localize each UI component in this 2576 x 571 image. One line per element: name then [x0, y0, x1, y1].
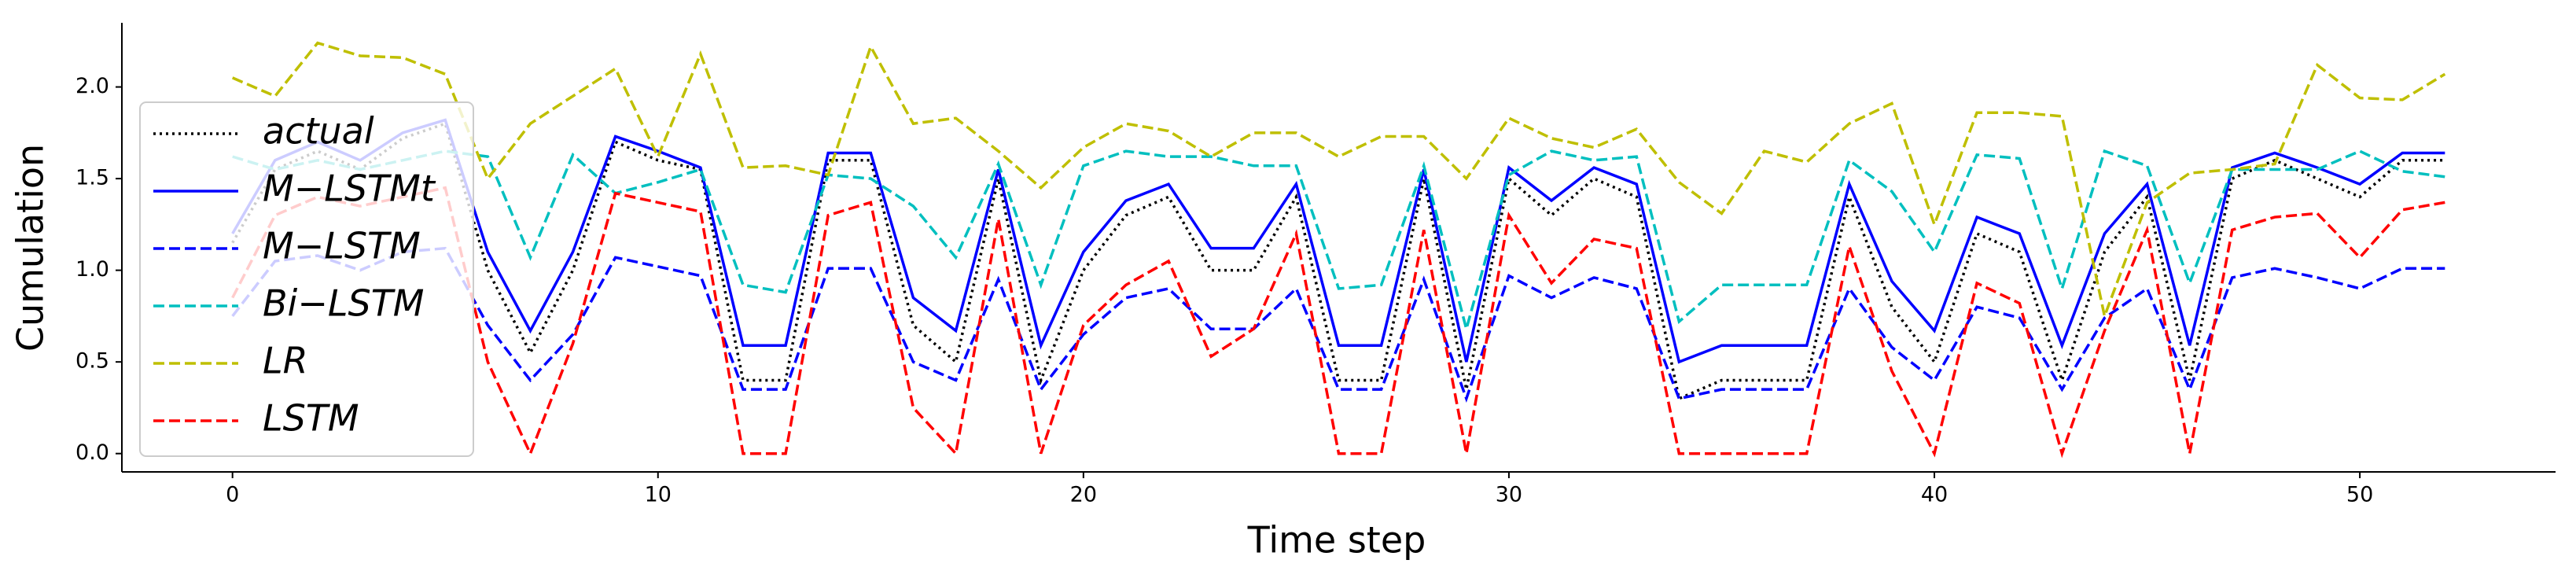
series-line	[231, 41, 2446, 322]
legend-label: LR	[263, 340, 308, 382]
x-tick-label: 30	[1496, 483, 1522, 507]
y-tick-label: 0.5	[75, 349, 109, 374]
legend-label: M−LSTMt	[263, 168, 436, 210]
x-tick-label: 50	[2346, 483, 2373, 507]
x-tick-label: 40	[1921, 483, 1948, 507]
series-line	[231, 121, 2445, 401]
legend-label: M−LSTM	[263, 225, 421, 267]
x-tick-label: 10	[645, 483, 672, 507]
legend-label: actual	[263, 110, 374, 153]
series-line	[231, 246, 2445, 403]
legend-label: LSTM	[263, 397, 359, 440]
series-line	[232, 149, 2445, 334]
y-tick-label: 1.0	[75, 257, 109, 282]
y-tick-label: 1.5	[75, 166, 109, 190]
x-tick-label: 20	[1070, 483, 1097, 507]
y-tick-label: 2.0	[75, 74, 109, 98]
x-axis-label: Time step	[1247, 519, 1426, 562]
series-line	[231, 118, 2445, 364]
series-line	[231, 186, 2445, 459]
legend: actual M−LSTMt M−LSTM Bi−LSTM LR LSTM	[139, 101, 474, 457]
y-axis-label: Cumulation	[9, 144, 52, 352]
legend-label: Bi−LSTM	[263, 282, 425, 325]
y-tick-label: 0.0	[75, 440, 109, 465]
x-tick-label: 0	[226, 483, 239, 507]
